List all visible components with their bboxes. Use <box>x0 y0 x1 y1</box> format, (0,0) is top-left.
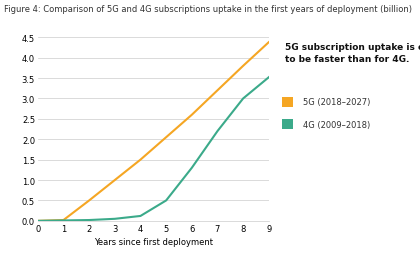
X-axis label: Years since first deployment: Years since first deployment <box>94 237 213 246</box>
Text: Figure 4: Comparison of 5G and 4G subscriptions uptake in the first years of dep: Figure 4: Comparison of 5G and 4G subscr… <box>4 5 412 14</box>
FancyBboxPatch shape <box>282 98 294 108</box>
Text: 5G subscription uptake is expected
to be faster than for 4G.: 5G subscription uptake is expected to be… <box>285 43 420 64</box>
FancyBboxPatch shape <box>282 120 294 130</box>
Text: 4G (2009–2018): 4G (2009–2018) <box>303 120 370 129</box>
Text: 5G (2018–2027): 5G (2018–2027) <box>303 98 370 107</box>
